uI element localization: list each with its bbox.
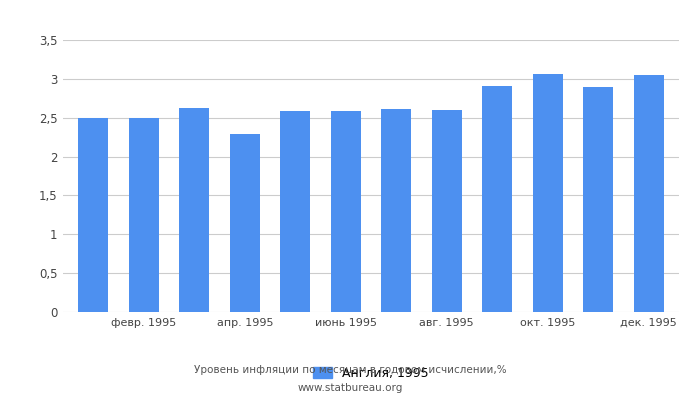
Legend: Англия, 1995: Англия, 1995 (308, 362, 434, 385)
Bar (432, 110, 462, 312)
Bar (583, 87, 613, 312)
Bar (230, 134, 260, 312)
Bar (129, 118, 159, 312)
Text: www.statbureau.org: www.statbureau.org (298, 383, 402, 393)
Bar (78, 118, 108, 312)
Bar (533, 74, 563, 312)
Bar (330, 111, 361, 312)
Text: Уровень инфляции по месяцам в годовом исчислении,%: Уровень инфляции по месяцам в годовом ис… (194, 365, 506, 375)
Bar (280, 111, 310, 312)
Bar (179, 108, 209, 312)
Bar (381, 109, 412, 312)
Bar (634, 75, 664, 312)
Bar (482, 86, 512, 312)
